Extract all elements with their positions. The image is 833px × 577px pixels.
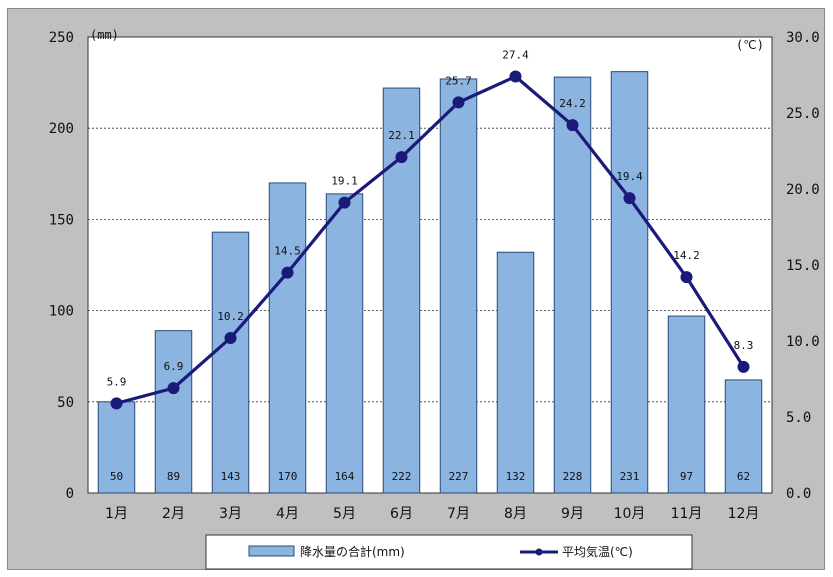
legend-bar-swatch	[248, 545, 295, 557]
right-axis-tick-label: 25.0	[786, 106, 820, 122]
bar	[211, 231, 250, 494]
left-axis-tick-label: 250	[49, 30, 74, 46]
bar	[667, 315, 706, 494]
bar	[154, 330, 193, 494]
x-axis-tick-label: 9月	[561, 506, 584, 522]
left-axis-tick-label: 0	[66, 486, 74, 502]
x-axis-ticks: 1月 2月 3月 4月 5月 6月 7月 8月 9月 10月 11月 12月	[105, 506, 759, 522]
x-axis-tick-label: 6月	[390, 506, 413, 522]
temperature-value-label: 14.5	[274, 245, 301, 258]
bar-value-label: 164	[335, 470, 355, 483]
right-axis-ticks: 0.0 5.0 10.0 15.0 20.0 25.0 30.0	[786, 30, 820, 502]
right-axis-tick-label: 20.0	[786, 182, 820, 198]
bar-value-label: 143	[221, 470, 241, 483]
right-axis-tick-label: 0.0	[786, 486, 811, 502]
temperature-value-label: 14.2	[673, 249, 700, 262]
bar-value-labels: 50 89 143 170 164 222 227 132 228 231 97 62	[110, 470, 750, 483]
bar	[382, 87, 421, 494]
legend-line-marker	[535, 548, 543, 556]
bar-value-label: 132	[506, 470, 526, 483]
bar-series	[97, 71, 763, 494]
right-axis-tick-label: 15.0	[786, 258, 820, 274]
temperature-point	[110, 397, 123, 410]
left-axis-tick-label: 50	[57, 395, 74, 411]
left-axis-unit: (mm)	[90, 28, 119, 42]
temperature-value-label: 5.9	[107, 375, 127, 388]
temperature-point	[737, 360, 750, 373]
x-axis-tick-label: 1月	[105, 506, 128, 522]
legend-bar-label: 降水量の合計(mm)	[300, 544, 405, 559]
bar-value-label: 227	[449, 470, 469, 483]
temperature-point	[680, 271, 693, 284]
bar	[724, 379, 763, 494]
bar	[553, 76, 592, 494]
x-axis-tick-label: 3月	[219, 506, 242, 522]
x-axis-tick-label: 12月	[728, 506, 760, 522]
temperature-value-label: 19.4	[616, 170, 643, 183]
left-axis-tick-label: 100	[49, 304, 74, 320]
temperature-point	[338, 196, 351, 209]
temperature-value-label: 25.7	[445, 74, 472, 87]
bar-value-label: 231	[620, 470, 640, 483]
x-axis-tick-label: 11月	[671, 506, 703, 522]
temperature-value-label: 24.2	[559, 97, 586, 110]
bar-value-label: 222	[392, 470, 412, 483]
right-axis-tick-label: 10.0	[786, 334, 820, 350]
right-axis-unit: (℃)	[736, 38, 764, 52]
legend-line-label: 平均気温(℃)	[562, 544, 633, 559]
combo-chart: 50 89 143 170 164 222 227 132 228 231 97 62 5.9 6.9 1…	[49, 28, 820, 570]
bar	[610, 71, 649, 494]
x-axis-tick-label: 7月	[447, 506, 470, 522]
bar-value-label: 50	[110, 470, 123, 483]
temperature-line	[116, 74, 745, 405]
temperature-value-label: 22.1	[388, 129, 415, 142]
bar	[496, 251, 535, 494]
temperature-point	[395, 151, 408, 164]
bar	[325, 193, 364, 494]
x-axis-tick-label: 5月	[333, 506, 356, 522]
bar-value-label: 97	[680, 470, 693, 483]
temperature-point	[509, 70, 522, 83]
temperature-value-label: 19.1	[331, 175, 358, 188]
temperature-value-label: 8.3	[734, 339, 754, 352]
temperature-point	[452, 96, 465, 109]
temperature-point	[566, 119, 579, 132]
temperature-point	[167, 382, 180, 395]
temperature-point	[623, 192, 636, 205]
bar	[97, 401, 136, 494]
left-axis-ticks: 0 50 100 150 200 250	[49, 30, 74, 502]
right-axis-tick-label: 5.0	[786, 410, 811, 426]
x-axis-tick-label: 8月	[504, 506, 527, 522]
x-axis-tick-label: 4月	[276, 506, 299, 522]
temperature-value-label: 27.4	[502, 49, 529, 62]
line-value-labels: 5.9 6.9 10.2 14.5 19.1 22.1 25.7 27.4 24.2 19.4 14…	[107, 49, 754, 389]
plot-area	[87, 36, 773, 494]
temperature-point	[281, 266, 294, 279]
left-axis-tick-label: 200	[49, 121, 74, 137]
bar-value-label: 89	[167, 470, 180, 483]
bar-value-label: 62	[737, 470, 750, 483]
temperature-value-label: 10.2	[217, 310, 244, 323]
x-axis-tick-label: 10月	[614, 506, 646, 522]
left-axis-tick-label: 150	[49, 212, 74, 228]
bar	[268, 182, 307, 494]
chart-frame: 50 89 143 170 164 222 227 132 228 231 97 62 5.9 6.9 1…	[7, 8, 825, 570]
right-axis-tick-label: 30.0	[786, 30, 820, 46]
x-axis-tick-label: 2月	[162, 506, 185, 522]
bar-value-label: 170	[278, 470, 298, 483]
temperature-point	[224, 331, 237, 344]
bar-value-label: 228	[563, 470, 583, 483]
legend: 降水量の合計(mm) 平均気温(℃)	[205, 534, 693, 570]
temperature-value-label: 6.9	[164, 360, 184, 373]
line-series	[110, 70, 750, 410]
bar	[439, 78, 478, 494]
